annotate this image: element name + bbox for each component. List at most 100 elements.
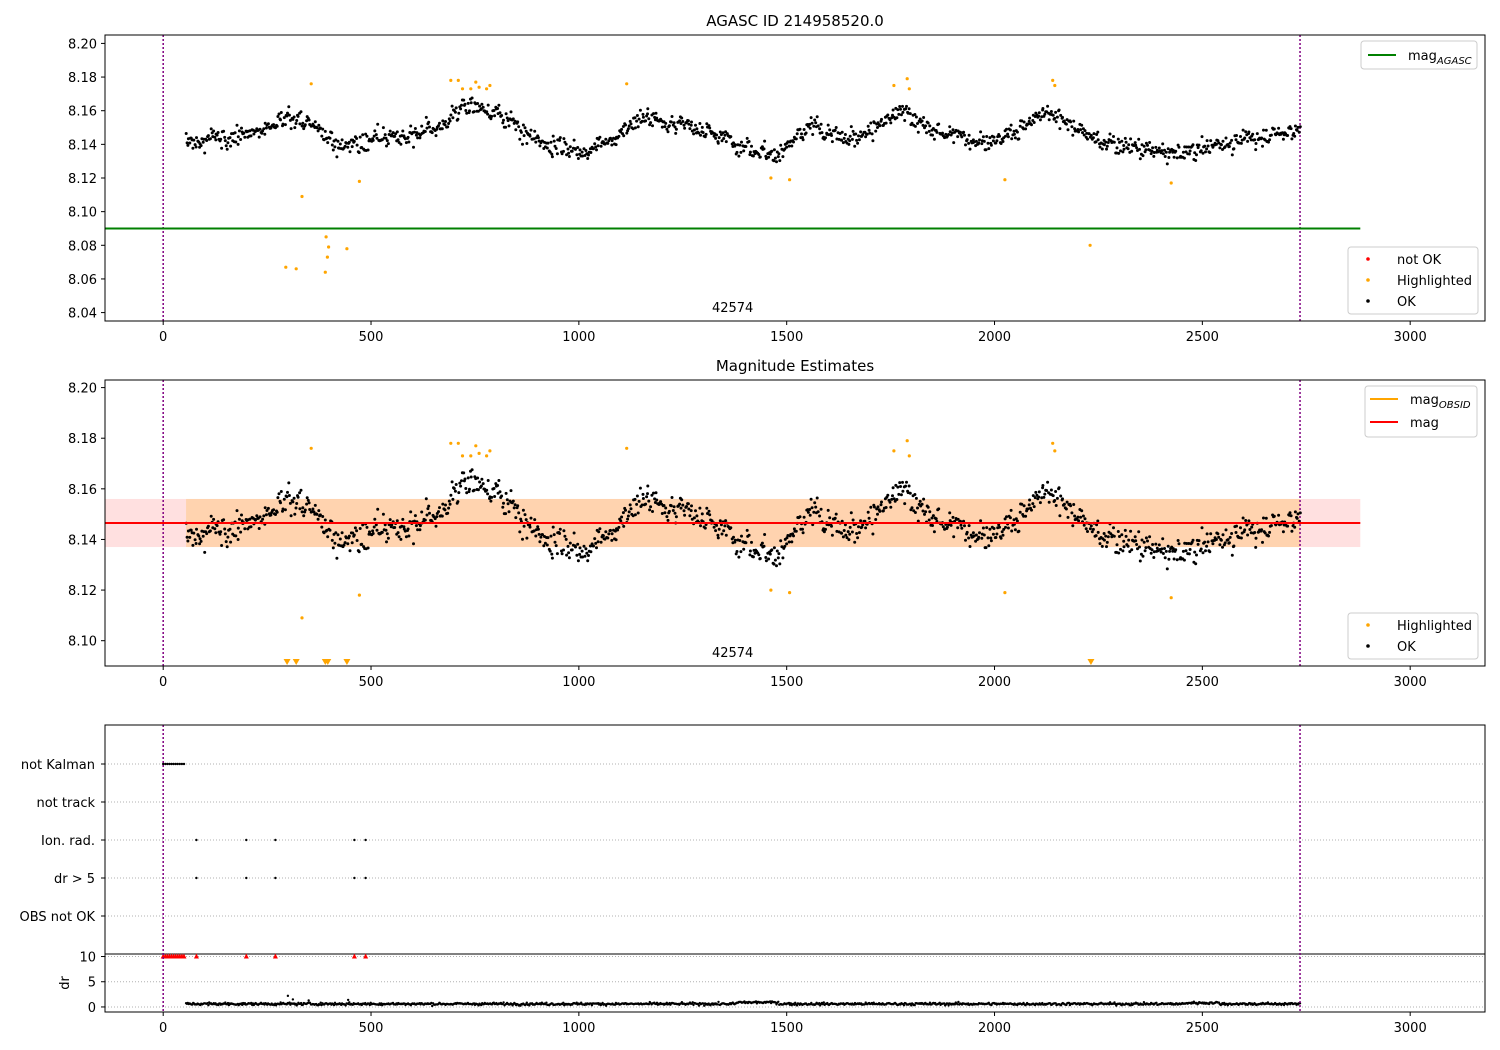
highlighted-point — [1053, 449, 1057, 453]
ok-point — [393, 526, 397, 529]
ok-point — [593, 537, 597, 541]
dr-point — [946, 1002, 949, 1005]
ok-point — [224, 540, 228, 544]
ok-point — [396, 138, 400, 142]
highlighted-point — [625, 446, 629, 450]
ok-point — [568, 145, 572, 149]
ok-point — [402, 525, 406, 529]
ok-point — [195, 527, 198, 531]
ok-point — [509, 489, 513, 493]
flag-point — [353, 838, 356, 842]
ok-point — [516, 120, 520, 124]
dr-point — [716, 1003, 719, 1006]
ok-point — [1062, 119, 1066, 123]
ok-point — [258, 515, 262, 519]
ok-point — [283, 123, 287, 127]
flag-point — [274, 876, 277, 880]
dr-point — [562, 1001, 565, 1004]
ok-point — [816, 510, 820, 514]
ok-point — [808, 126, 812, 130]
ok-point — [1037, 114, 1041, 118]
ok-point — [1020, 119, 1024, 123]
ok-point — [1033, 496, 1037, 500]
ok-point — [654, 491, 658, 495]
ok-point — [739, 550, 743, 554]
magnitude-legend-points-box — [1347, 612, 1479, 660]
ok-point — [586, 559, 590, 563]
ok-point — [636, 125, 640, 129]
ok-point — [979, 519, 983, 523]
ok-point — [635, 494, 639, 498]
ok-point — [529, 516, 533, 520]
ok-point — [536, 136, 540, 140]
ok-point — [552, 533, 556, 537]
ok-point — [1013, 136, 1017, 140]
ok-point — [1089, 524, 1093, 528]
dr-point — [1054, 1002, 1057, 1005]
ok-point — [279, 490, 283, 493]
ok-point — [998, 525, 1001, 529]
dr-point — [910, 1004, 913, 1007]
ok-point — [714, 136, 718, 140]
ok-point — [764, 157, 768, 161]
ok-point — [1187, 552, 1191, 556]
ok-point — [620, 515, 624, 519]
ok-point — [331, 546, 335, 550]
ok-point — [529, 128, 533, 132]
ok-point — [669, 504, 673, 508]
ok-point — [768, 552, 772, 556]
ok-point — [935, 130, 939, 134]
ok-point — [194, 145, 198, 149]
ok-point — [1196, 542, 1200, 546]
ok-point — [764, 556, 768, 559]
ok-point — [457, 491, 461, 495]
ok-point — [1117, 151, 1121, 155]
ok-point — [1148, 141, 1152, 144]
ok-point — [447, 122, 451, 125]
ok-point — [1026, 122, 1030, 126]
highlighted-point — [309, 446, 313, 450]
ok-point — [1150, 548, 1154, 552]
ok-point — [188, 141, 192, 145]
ok-point — [843, 133, 847, 136]
ok-point — [1054, 110, 1058, 114]
dr-point — [525, 1001, 528, 1004]
ok-point — [842, 529, 846, 532]
ok-point — [224, 144, 228, 148]
dr-point — [943, 1002, 946, 1005]
ok-point — [987, 147, 991, 151]
highlighted-point — [469, 87, 473, 91]
ok-point — [1055, 115, 1059, 119]
ok-point — [578, 148, 582, 152]
ok-point — [963, 133, 966, 137]
ok-point — [320, 525, 324, 529]
ok-point — [1217, 535, 1221, 539]
ok-point — [213, 527, 217, 531]
ok-point — [381, 126, 385, 130]
ok-point — [879, 503, 883, 507]
ok-point — [236, 538, 240, 541]
ok-point — [504, 112, 508, 116]
ok-point — [1161, 552, 1165, 555]
ok-point — [811, 133, 815, 136]
ok-point — [1115, 146, 1119, 150]
highlighted-point — [1051, 441, 1055, 445]
ok-point — [827, 523, 831, 527]
ok-point — [214, 138, 218, 142]
ok-point — [562, 149, 565, 153]
ok-point — [604, 530, 608, 534]
ok-point — [298, 507, 302, 511]
ok-point — [682, 123, 686, 127]
ok-point — [208, 137, 212, 141]
ok-point — [686, 119, 690, 123]
ok-point — [595, 148, 598, 152]
ok-point — [549, 534, 553, 538]
ok-point — [1177, 145, 1181, 149]
ok-point — [583, 154, 587, 157]
ok-point — [1079, 128, 1083, 132]
dr-point — [291, 998, 295, 1001]
ok-point — [644, 502, 648, 506]
ok-point — [331, 148, 335, 152]
dr-point — [928, 1001, 932, 1004]
dr-point — [348, 1001, 351, 1004]
